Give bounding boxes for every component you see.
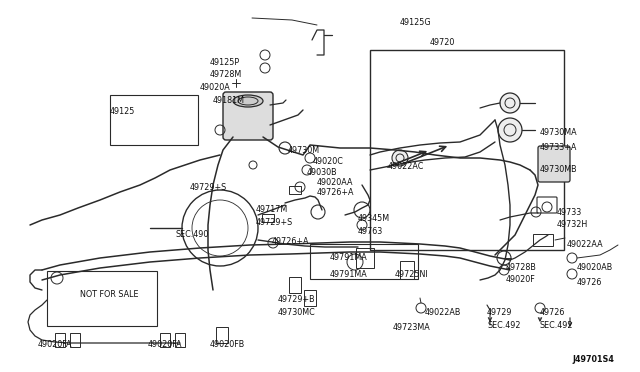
Text: 49725NI: 49725NI [395, 270, 429, 279]
Text: 49717M: 49717M [256, 205, 288, 214]
Text: 49125G: 49125G [400, 18, 431, 27]
Text: NOT FOR SALE: NOT FOR SALE [80, 290, 138, 299]
Text: SEC.490: SEC.490 [175, 230, 209, 239]
Text: 49733+A: 49733+A [540, 143, 577, 152]
Text: 49726+A: 49726+A [317, 188, 355, 197]
Text: 49791MA: 49791MA [330, 270, 368, 279]
Text: 49720: 49720 [430, 38, 456, 47]
Text: 49181M: 49181M [213, 96, 245, 105]
Text: 49729: 49729 [487, 308, 513, 317]
Text: 49723MA: 49723MA [393, 323, 431, 332]
Bar [356, 248, 374, 268]
Text: 49730M: 49730M [288, 146, 320, 155]
Bar [47, 271, 157, 326]
Text: 49791MA: 49791MA [330, 253, 368, 262]
FancyBboxPatch shape [223, 92, 273, 140]
Text: 49020AB: 49020AB [577, 263, 613, 272]
Text: 49726+A: 49726+A [272, 237, 310, 246]
Text: 49729+S: 49729+S [256, 218, 293, 227]
Text: 49729+S: 49729+S [190, 183, 227, 192]
Text: 49726: 49726 [577, 278, 602, 287]
Text: 49022AC: 49022AC [388, 162, 424, 171]
Text: 49345M: 49345M [358, 214, 390, 223]
Text: 49733: 49733 [557, 208, 582, 217]
Text: 49022AA: 49022AA [567, 240, 604, 249]
Text: 49020FA: 49020FA [38, 340, 72, 349]
Text: SEC.492: SEC.492 [487, 321, 520, 330]
Text: 49020F: 49020F [506, 275, 536, 284]
Bar [533, 234, 553, 246]
Text: 49022AB: 49022AB [425, 308, 461, 317]
Text: 49020FA: 49020FA [148, 340, 182, 349]
Text: 49730MC: 49730MC [278, 308, 316, 317]
Text: 49729+B: 49729+B [278, 295, 316, 304]
Bar [400, 261, 414, 279]
Text: 49728B: 49728B [506, 263, 537, 272]
Circle shape [500, 93, 520, 113]
Text: 49020AA: 49020AA [317, 178, 353, 187]
Ellipse shape [233, 95, 263, 107]
Bar [110, 95, 198, 145]
Bar [304, 290, 316, 306]
Text: 49726: 49726 [540, 308, 565, 317]
Text: 49730MA: 49730MA [540, 128, 578, 137]
Bar [310, 244, 418, 279]
Text: 49125P: 49125P [210, 58, 240, 67]
Bar [216, 327, 228, 343]
Text: SEC.492: SEC.492 [540, 321, 573, 330]
Text: 49730MB: 49730MB [540, 165, 578, 174]
Text: 49020C: 49020C [313, 157, 344, 166]
Text: 49732H: 49732H [557, 220, 588, 229]
Text: 49030B: 49030B [307, 168, 338, 177]
Bar [175, 333, 185, 347]
Text: 49728M: 49728M [210, 70, 243, 79]
FancyBboxPatch shape [538, 146, 570, 182]
Circle shape [392, 150, 408, 166]
Circle shape [498, 118, 522, 142]
Text: J49701S4: J49701S4 [572, 355, 614, 364]
Text: 49020FB: 49020FB [210, 340, 245, 349]
Bar [289, 186, 301, 194]
Text: 49125: 49125 [110, 107, 136, 116]
Bar [55, 333, 65, 347]
Bar [289, 277, 301, 293]
Text: 49763: 49763 [358, 227, 383, 236]
Bar [160, 333, 170, 347]
Text: 49020A: 49020A [200, 83, 231, 92]
Bar [370, 50, 564, 250]
Bar [262, 214, 274, 222]
Bar [70, 333, 80, 347]
